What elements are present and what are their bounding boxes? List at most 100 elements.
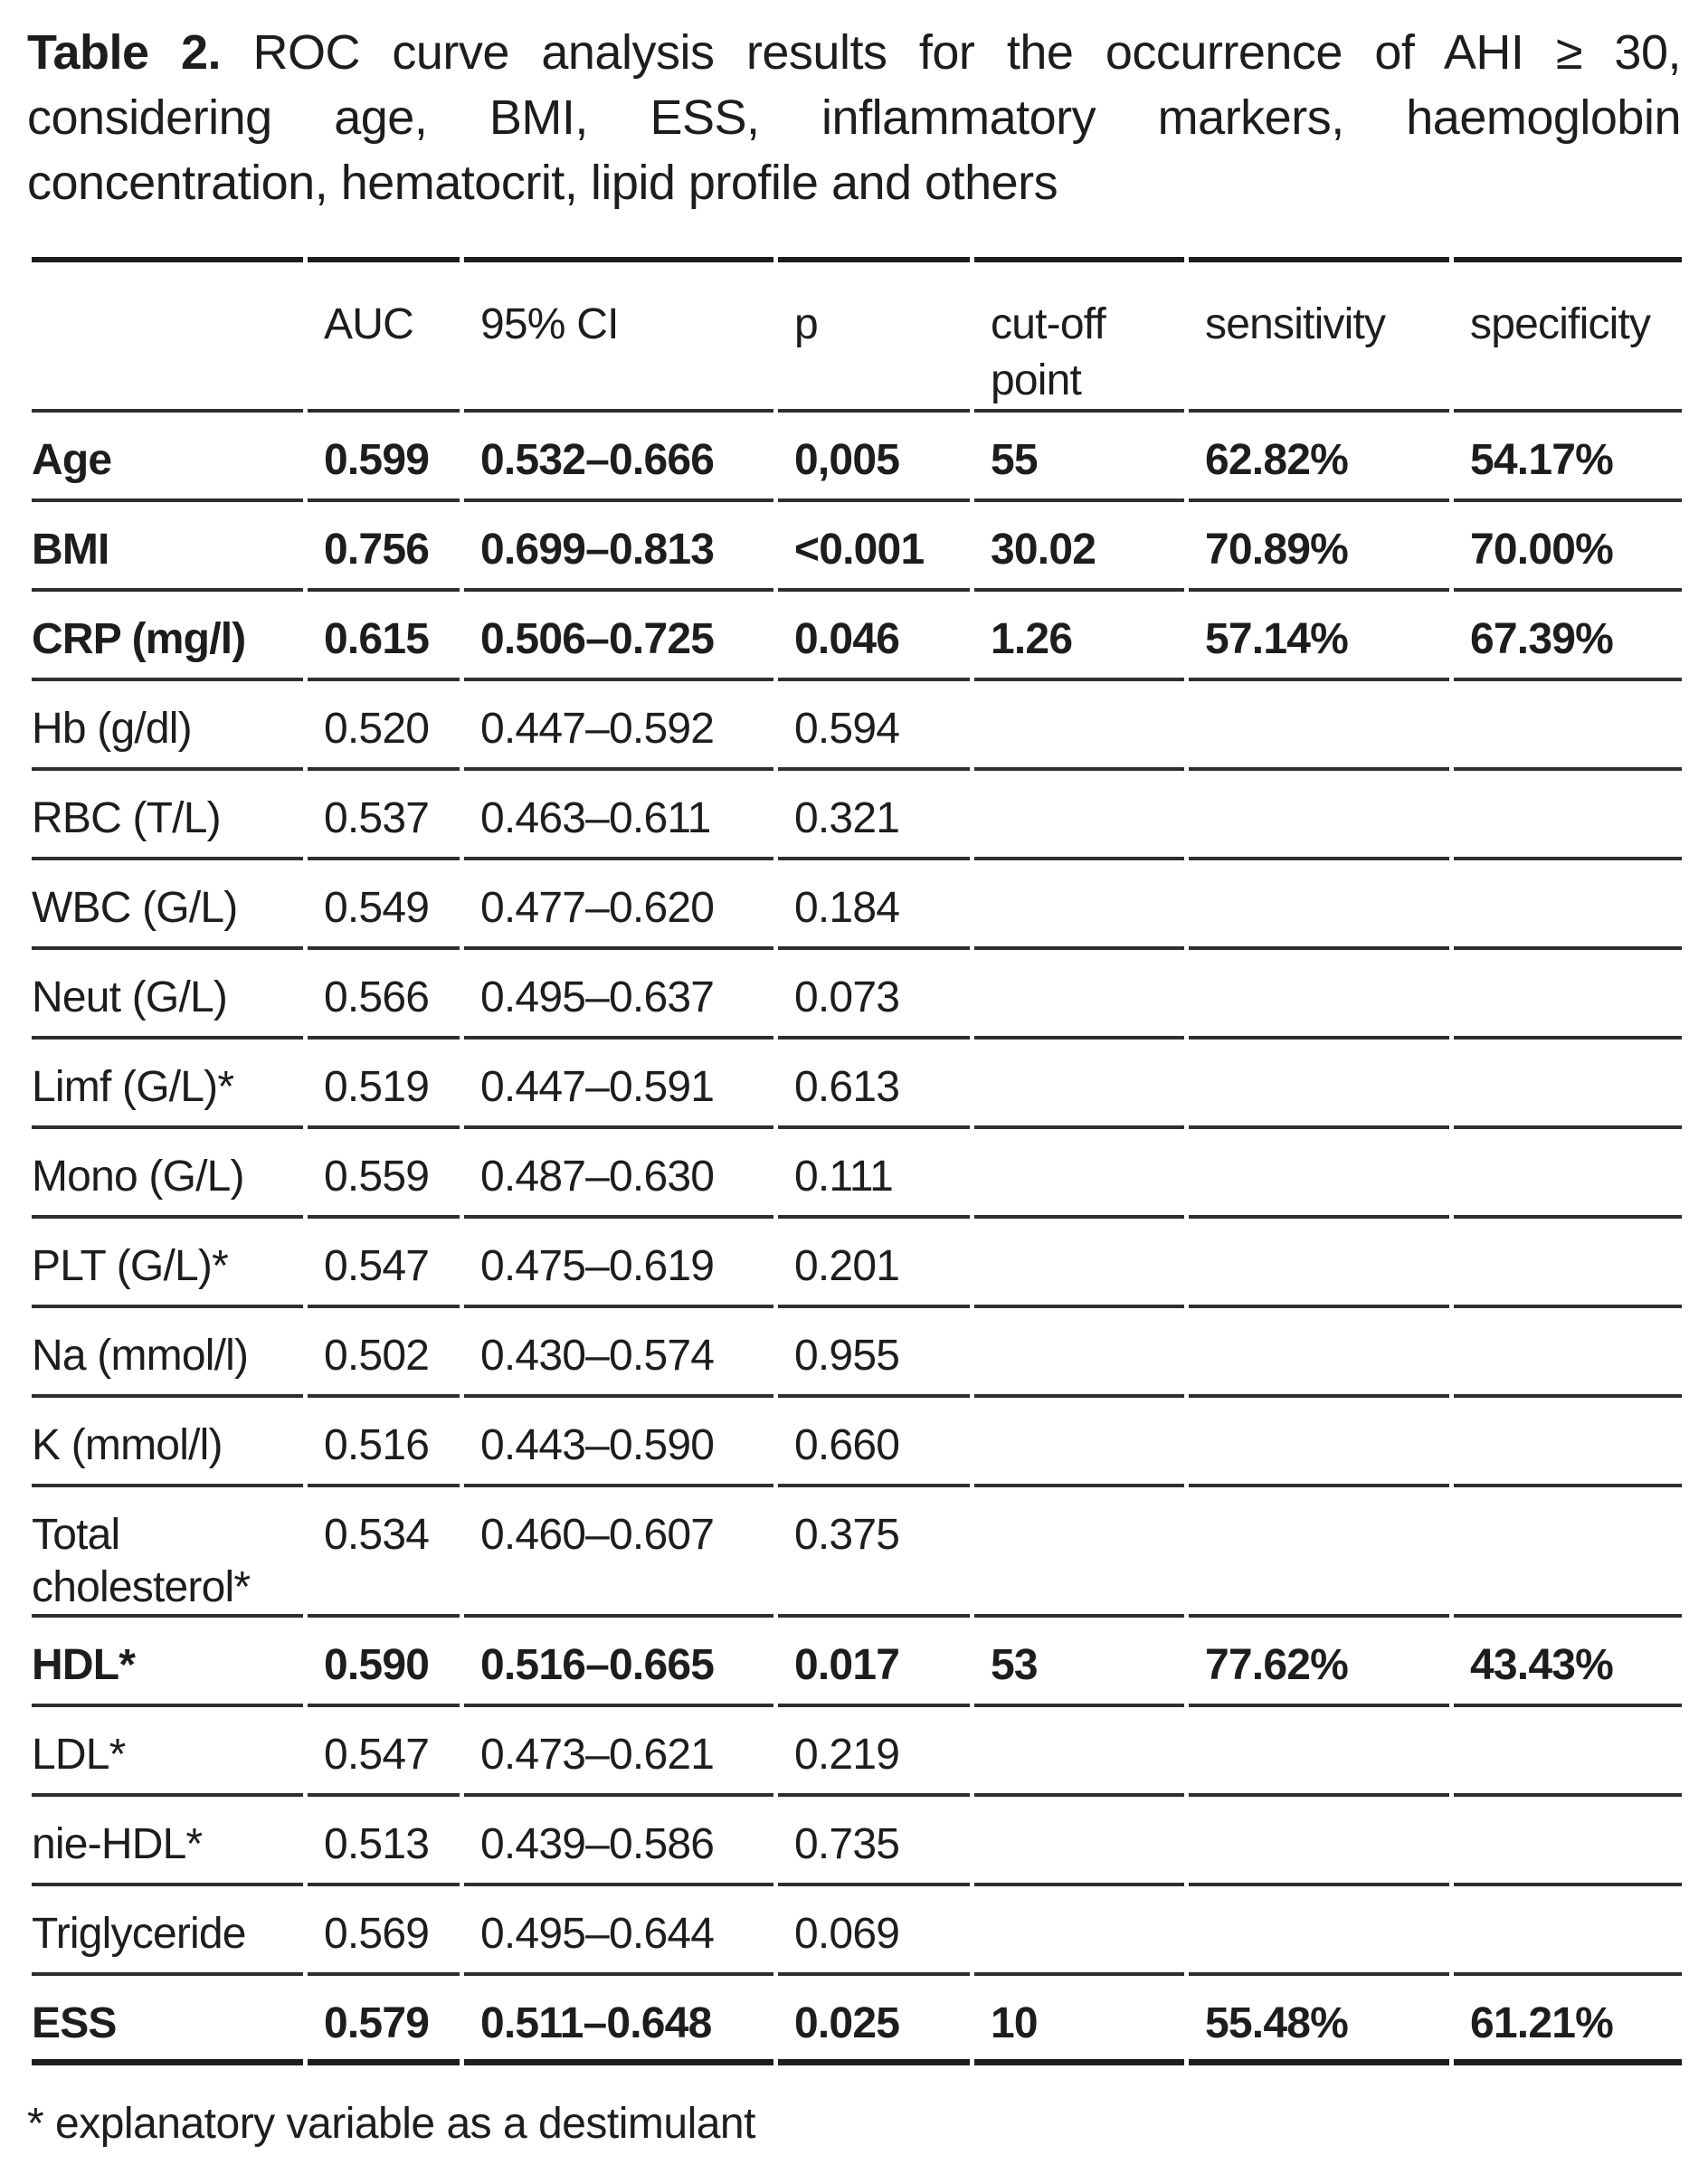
col-header-auc: AUC bbox=[308, 257, 460, 413]
cell-label: WBC (G/L) bbox=[32, 860, 303, 950]
cell-cutoff bbox=[974, 1398, 1184, 1487]
cell-ci: 0.495–0.644 bbox=[464, 1886, 773, 1976]
cell-auc: 0.590 bbox=[308, 1618, 460, 1707]
cell-cutoff: 10 bbox=[974, 1976, 1184, 2065]
cell-cutoff bbox=[974, 1797, 1184, 1886]
cell-specificity bbox=[1454, 1797, 1682, 1886]
cell-label: HDL* bbox=[32, 1618, 303, 1707]
cell-p: 0.375 bbox=[778, 1487, 970, 1618]
table-row: LDL* 0.547 0.473–0.621 0.219 bbox=[32, 1707, 1682, 1797]
cell-ci: 0.495–0.637 bbox=[464, 950, 773, 1040]
cell-cutoff bbox=[974, 950, 1184, 1040]
cell-label: LDL* bbox=[32, 1707, 303, 1797]
table-row: BMI 0.756 0.699–0.813 <0.001 30.02 70.89% 70.0… bbox=[32, 502, 1682, 592]
cell-sensitivity bbox=[1189, 1886, 1449, 1976]
caption-line-2: considering age, BMI, ESS, inflammatory … bbox=[27, 90, 1682, 145]
cell-specificity bbox=[1454, 681, 1682, 771]
cell-auc: 0.549 bbox=[308, 860, 460, 950]
cell-cutoff: 30.02 bbox=[974, 502, 1184, 592]
cell-cutoff bbox=[974, 860, 1184, 950]
cell-label: Age bbox=[32, 413, 303, 502]
cell-cutoff bbox=[974, 1487, 1184, 1618]
cell-ci: 0.443–0.590 bbox=[464, 1398, 773, 1487]
cell-label: Mono (G/L) bbox=[32, 1129, 303, 1219]
cell-ci: 0.506–0.725 bbox=[464, 592, 773, 681]
table-row: Mono (G/L) 0.559 0.487–0.630 0.111 bbox=[32, 1129, 1682, 1219]
header-row: AUC 95% CI p cut-off point sensitivity s… bbox=[32, 257, 1682, 413]
cell-label: K (mmol/l) bbox=[32, 1398, 303, 1487]
cell-ci: 0.516–0.665 bbox=[464, 1618, 773, 1707]
table-footnote: * explanatory variable as a destimulant bbox=[27, 2100, 755, 2148]
cell-label: nie-HDL* bbox=[32, 1797, 303, 1886]
col-header-ci: 95% CI bbox=[464, 257, 773, 413]
cell-auc: 0.599 bbox=[308, 413, 460, 502]
cell-specificity bbox=[1454, 1487, 1682, 1618]
cell-auc: 0.579 bbox=[308, 1976, 460, 2065]
cell-sensitivity bbox=[1189, 950, 1449, 1040]
cell-specificity: 67.39% bbox=[1454, 592, 1682, 681]
table-row: Age 0.599 0.532–0.666 0,005 55 62.82% 54.17% bbox=[32, 413, 1682, 502]
cell-sensitivity: 62.82% bbox=[1189, 413, 1449, 502]
cell-p: 0.321 bbox=[778, 771, 970, 860]
cell-ci: 0.475–0.619 bbox=[464, 1219, 773, 1308]
cell-cutoff bbox=[974, 681, 1184, 771]
cell-p: 0.046 bbox=[778, 592, 970, 681]
cell-label: CRP (mg/l) bbox=[32, 592, 303, 681]
table-caption: Table 2. ROC curve analysis results for … bbox=[27, 20, 1682, 215]
cell-cutoff: 55 bbox=[974, 413, 1184, 502]
caption-line-3: concentration, hematocrit, lipid profile… bbox=[27, 156, 1058, 210]
cell-sensitivity bbox=[1189, 771, 1449, 860]
cell-auc: 0.547 bbox=[308, 1219, 460, 1308]
cell-sensitivity: 77.62% bbox=[1189, 1618, 1449, 1707]
cell-cutoff bbox=[974, 1040, 1184, 1129]
cell-p: 0.069 bbox=[778, 1886, 970, 1976]
caption-table-number: Table 2. bbox=[27, 25, 222, 80]
caption-line-1: Table 2. ROC curve analysis results for … bbox=[27, 20, 1681, 85]
col-header-sensitivity: sensitivity bbox=[1189, 257, 1449, 413]
cell-cutoff bbox=[974, 1219, 1184, 1308]
cell-ci: 0.430–0.574 bbox=[464, 1308, 773, 1398]
cell-specificity bbox=[1454, 771, 1682, 860]
cell-specificity bbox=[1454, 1707, 1682, 1797]
cell-p: 0.955 bbox=[778, 1308, 970, 1398]
cell-sensitivity bbox=[1189, 1487, 1449, 1618]
cell-label: BMI bbox=[32, 502, 303, 592]
cell-sensitivity bbox=[1189, 1797, 1449, 1886]
cell-label: PLT (G/L)* bbox=[32, 1219, 303, 1308]
cell-p: 0.660 bbox=[778, 1398, 970, 1487]
cell-label: Triglyceride bbox=[32, 1886, 303, 1976]
cell-label: Na (mmol/l) bbox=[32, 1308, 303, 1398]
cell-cutoff: 1.26 bbox=[974, 592, 1184, 681]
table-row: HDL* 0.590 0.516–0.665 0.017 53 77.62% 43.43% bbox=[32, 1618, 1682, 1707]
table-row: Na (mmol/l) 0.502 0.430–0.574 0.955 bbox=[32, 1308, 1682, 1398]
cell-sensitivity bbox=[1189, 1707, 1449, 1797]
cell-specificity bbox=[1454, 950, 1682, 1040]
table-row: WBC (G/L) 0.549 0.477–0.620 0.184 bbox=[32, 860, 1682, 950]
cell-auc: 0.559 bbox=[308, 1129, 460, 1219]
table-row: CRP (mg/l) 0.615 0.506–0.725 0.046 1.26 57.14… bbox=[32, 592, 1682, 681]
table-row: Neut (G/L) 0.566 0.495–0.637 0.073 bbox=[32, 950, 1682, 1040]
col-header-variable bbox=[32, 257, 303, 413]
cell-specificity: 61.21% bbox=[1454, 1976, 1682, 2065]
cell-sensitivity bbox=[1189, 681, 1449, 771]
cell-p: 0.017 bbox=[778, 1618, 970, 1707]
cell-sensitivity: 55.48% bbox=[1189, 1976, 1449, 2065]
cell-label: Neut (G/L) bbox=[32, 950, 303, 1040]
cell-sensitivity bbox=[1189, 1040, 1449, 1129]
cell-sensitivity bbox=[1189, 1129, 1449, 1219]
cell-label: Hb (g/dl) bbox=[32, 681, 303, 771]
cell-specificity bbox=[1454, 1219, 1682, 1308]
cell-p: 0,005 bbox=[778, 413, 970, 502]
cell-specificity: 43.43% bbox=[1454, 1618, 1682, 1707]
cell-sensitivity: 70.89% bbox=[1189, 502, 1449, 592]
table-row: Limf (G/L)* 0.519 0.447–0.591 0.613 bbox=[32, 1040, 1682, 1129]
caption-line-1-text: ROC curve analysis results for the occur… bbox=[252, 25, 1681, 80]
cell-ci: 0.460–0.607 bbox=[464, 1487, 773, 1618]
cell-label: Limf (G/L)* bbox=[32, 1040, 303, 1129]
cell-sensitivity bbox=[1189, 1308, 1449, 1398]
cell-sensitivity bbox=[1189, 1398, 1449, 1487]
table-row: PLT (G/L)* 0.547 0.475–0.619 0.201 bbox=[32, 1219, 1682, 1308]
table-row: ESS 0.579 0.511–0.648 0.025 10 55.48% 61.21% bbox=[32, 1976, 1682, 2065]
cell-auc: 0.756 bbox=[308, 502, 460, 592]
